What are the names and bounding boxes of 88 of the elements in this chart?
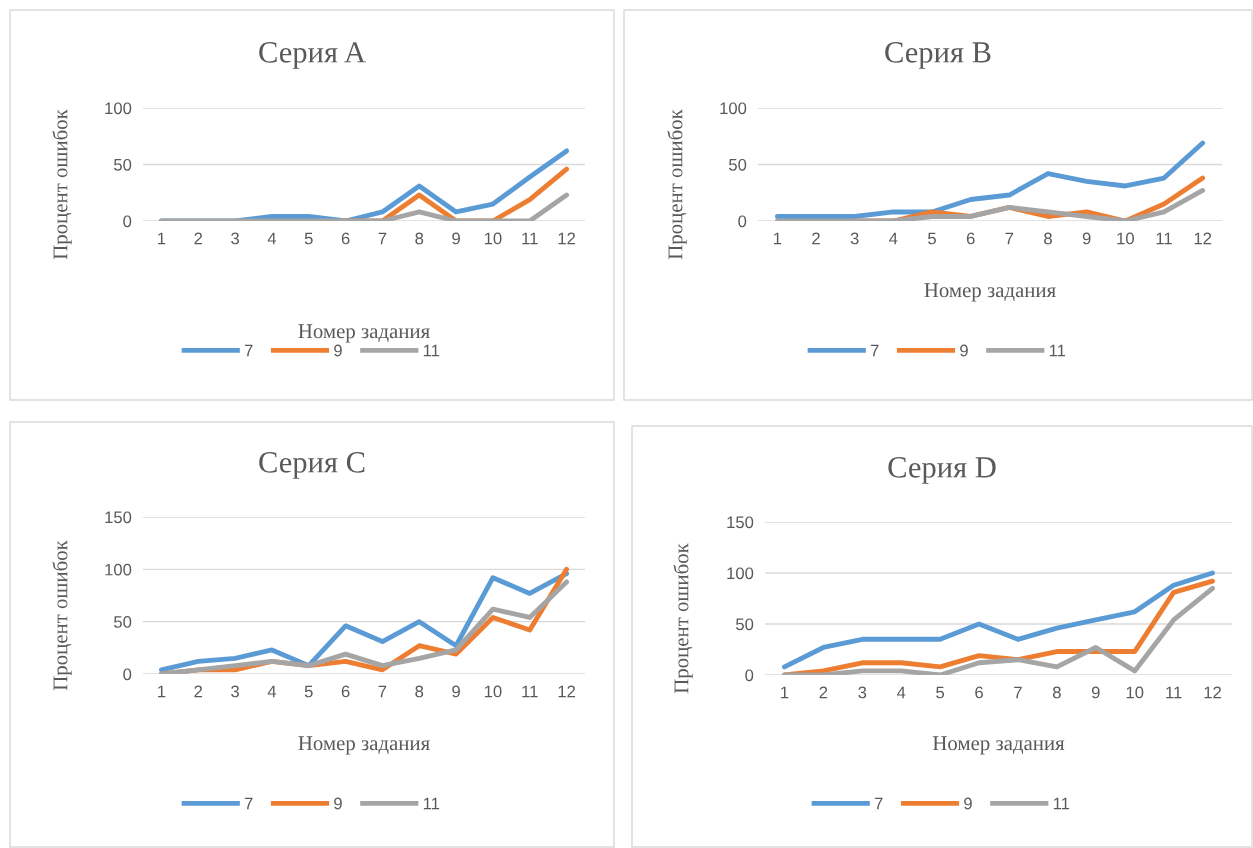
y-tick-label: 0 bbox=[745, 669, 754, 682]
y-axis-title: Процент ошибок bbox=[673, 543, 693, 694]
x-tick-label: 3 bbox=[850, 232, 859, 245]
x-tick-label: 7 bbox=[378, 685, 387, 698]
line-series bbox=[774, 188, 1206, 221]
legend-label: 11 bbox=[423, 797, 440, 810]
chart-title: Серия B bbox=[885, 42, 991, 69]
legend-label: 7 bbox=[244, 344, 253, 357]
y-tick-label: 100 bbox=[727, 567, 754, 580]
y-tick-label: 50 bbox=[114, 158, 132, 171]
chart-title: Серия A bbox=[259, 42, 366, 69]
x-tick-label: 12 bbox=[1194, 232, 1212, 245]
legend-label: 7 bbox=[874, 797, 883, 810]
x-tick-label: 5 bbox=[928, 232, 936, 245]
x-tick-label: 9 bbox=[1091, 686, 1100, 699]
x-axis-title: Номер задания bbox=[924, 283, 1056, 302]
x-axis-title: Номер задания bbox=[932, 736, 1065, 755]
x-tick-label: 6 bbox=[341, 685, 350, 698]
legend-label: 7 bbox=[244, 797, 253, 810]
y-axis-title: Процент ошибок bbox=[667, 109, 687, 260]
x-tick-label: 1 bbox=[158, 232, 166, 245]
line-series bbox=[774, 140, 1206, 219]
x-tick-label: 7 bbox=[1005, 232, 1014, 245]
y-tick-label: 0 bbox=[123, 215, 132, 228]
x-tick-label: 1 bbox=[158, 685, 166, 698]
x-tick-label: 4 bbox=[889, 232, 898, 245]
x-tick-label: 2 bbox=[819, 686, 828, 699]
legend-label: 11 bbox=[1049, 344, 1066, 357]
x-tick-label: 9 bbox=[452, 232, 460, 245]
y-tick-label: 100 bbox=[720, 102, 747, 115]
x-tick-label: 10 bbox=[1117, 232, 1134, 245]
x-tick-label: 5 bbox=[936, 686, 945, 699]
x-tick-label: 8 bbox=[1052, 686, 1061, 699]
y-tick-label: 150 bbox=[727, 516, 754, 529]
x-tick-label: 3 bbox=[858, 686, 867, 699]
x-tick-label: 12 bbox=[1204, 686, 1221, 699]
x-axis-title: Номер задания bbox=[298, 324, 430, 343]
x-tick-label: 4 bbox=[267, 232, 277, 245]
y-tick-label: 50 bbox=[114, 616, 132, 628]
x-tick-label: 12 bbox=[558, 685, 576, 698]
y-axis-title: Процент ошибок bbox=[52, 540, 72, 691]
y-tick-label: 0 bbox=[738, 215, 747, 228]
x-tick-label: 4 bbox=[896, 686, 906, 699]
x-tick-label: 8 bbox=[1044, 232, 1052, 245]
x-tick-label: 11 bbox=[1166, 686, 1182, 699]
x-tick-label: 2 bbox=[812, 232, 820, 245]
legend-label: 9 bbox=[334, 797, 342, 810]
y-tick-label: 50 bbox=[736, 618, 754, 631]
x-tick-label: 9 bbox=[1082, 232, 1091, 245]
x-tick-label: 10 bbox=[484, 685, 502, 698]
y-tick-label: 100 bbox=[105, 563, 132, 576]
x-tick-label: 4 bbox=[267, 685, 277, 698]
x-tick-label: 6 bbox=[975, 686, 983, 699]
x-tick-label: 1 bbox=[773, 232, 782, 245]
y-tick-label: 50 bbox=[729, 158, 747, 171]
x-tick-label: 10 bbox=[1126, 686, 1144, 699]
legend-label: 9 bbox=[334, 344, 342, 357]
x-tick-label: 5 bbox=[304, 232, 313, 245]
x-tick-label: 7 bbox=[378, 232, 387, 245]
x-tick-label: 1 bbox=[781, 686, 789, 699]
y-tick-label: 100 bbox=[105, 102, 132, 115]
legend-label: 9 bbox=[960, 344, 968, 357]
legend-label: 9 bbox=[964, 797, 972, 810]
x-tick-label: 6 bbox=[966, 232, 975, 245]
x-tick-label: 7 bbox=[1014, 686, 1022, 699]
x-tick-label: 3 bbox=[231, 685, 239, 698]
y-tick-label: 150 bbox=[105, 511, 132, 524]
chart-title: Серия D bbox=[888, 457, 996, 484]
x-tick-label: 6 bbox=[341, 232, 350, 245]
x-tick-label: 5 bbox=[304, 685, 313, 698]
x-tick-label: 8 bbox=[415, 685, 424, 698]
x-tick-label: 3 bbox=[231, 232, 239, 245]
x-tick-label: 9 bbox=[452, 685, 460, 698]
x-tick-label: 11 bbox=[1156, 232, 1172, 245]
x-tick-label: 10 bbox=[484, 232, 502, 245]
legend-label: 7 bbox=[870, 344, 879, 357]
legend-label: 11 bbox=[1053, 797, 1070, 810]
x-tick-label: 11 bbox=[522, 685, 538, 698]
chart-title: Серия C bbox=[259, 452, 365, 479]
x-tick-label: 8 bbox=[415, 232, 424, 245]
legend-label: 11 bbox=[423, 344, 440, 357]
x-tick-label: 2 bbox=[194, 232, 203, 245]
x-tick-label: 12 bbox=[558, 232, 576, 245]
x-axis-title: Номер задания bbox=[298, 736, 430, 755]
x-tick-label: 11 bbox=[522, 232, 538, 245]
y-tick-label: 0 bbox=[123, 668, 132, 681]
y-axis-title: Процент ошибок bbox=[52, 109, 72, 260]
x-tick-label: 2 bbox=[194, 685, 203, 698]
